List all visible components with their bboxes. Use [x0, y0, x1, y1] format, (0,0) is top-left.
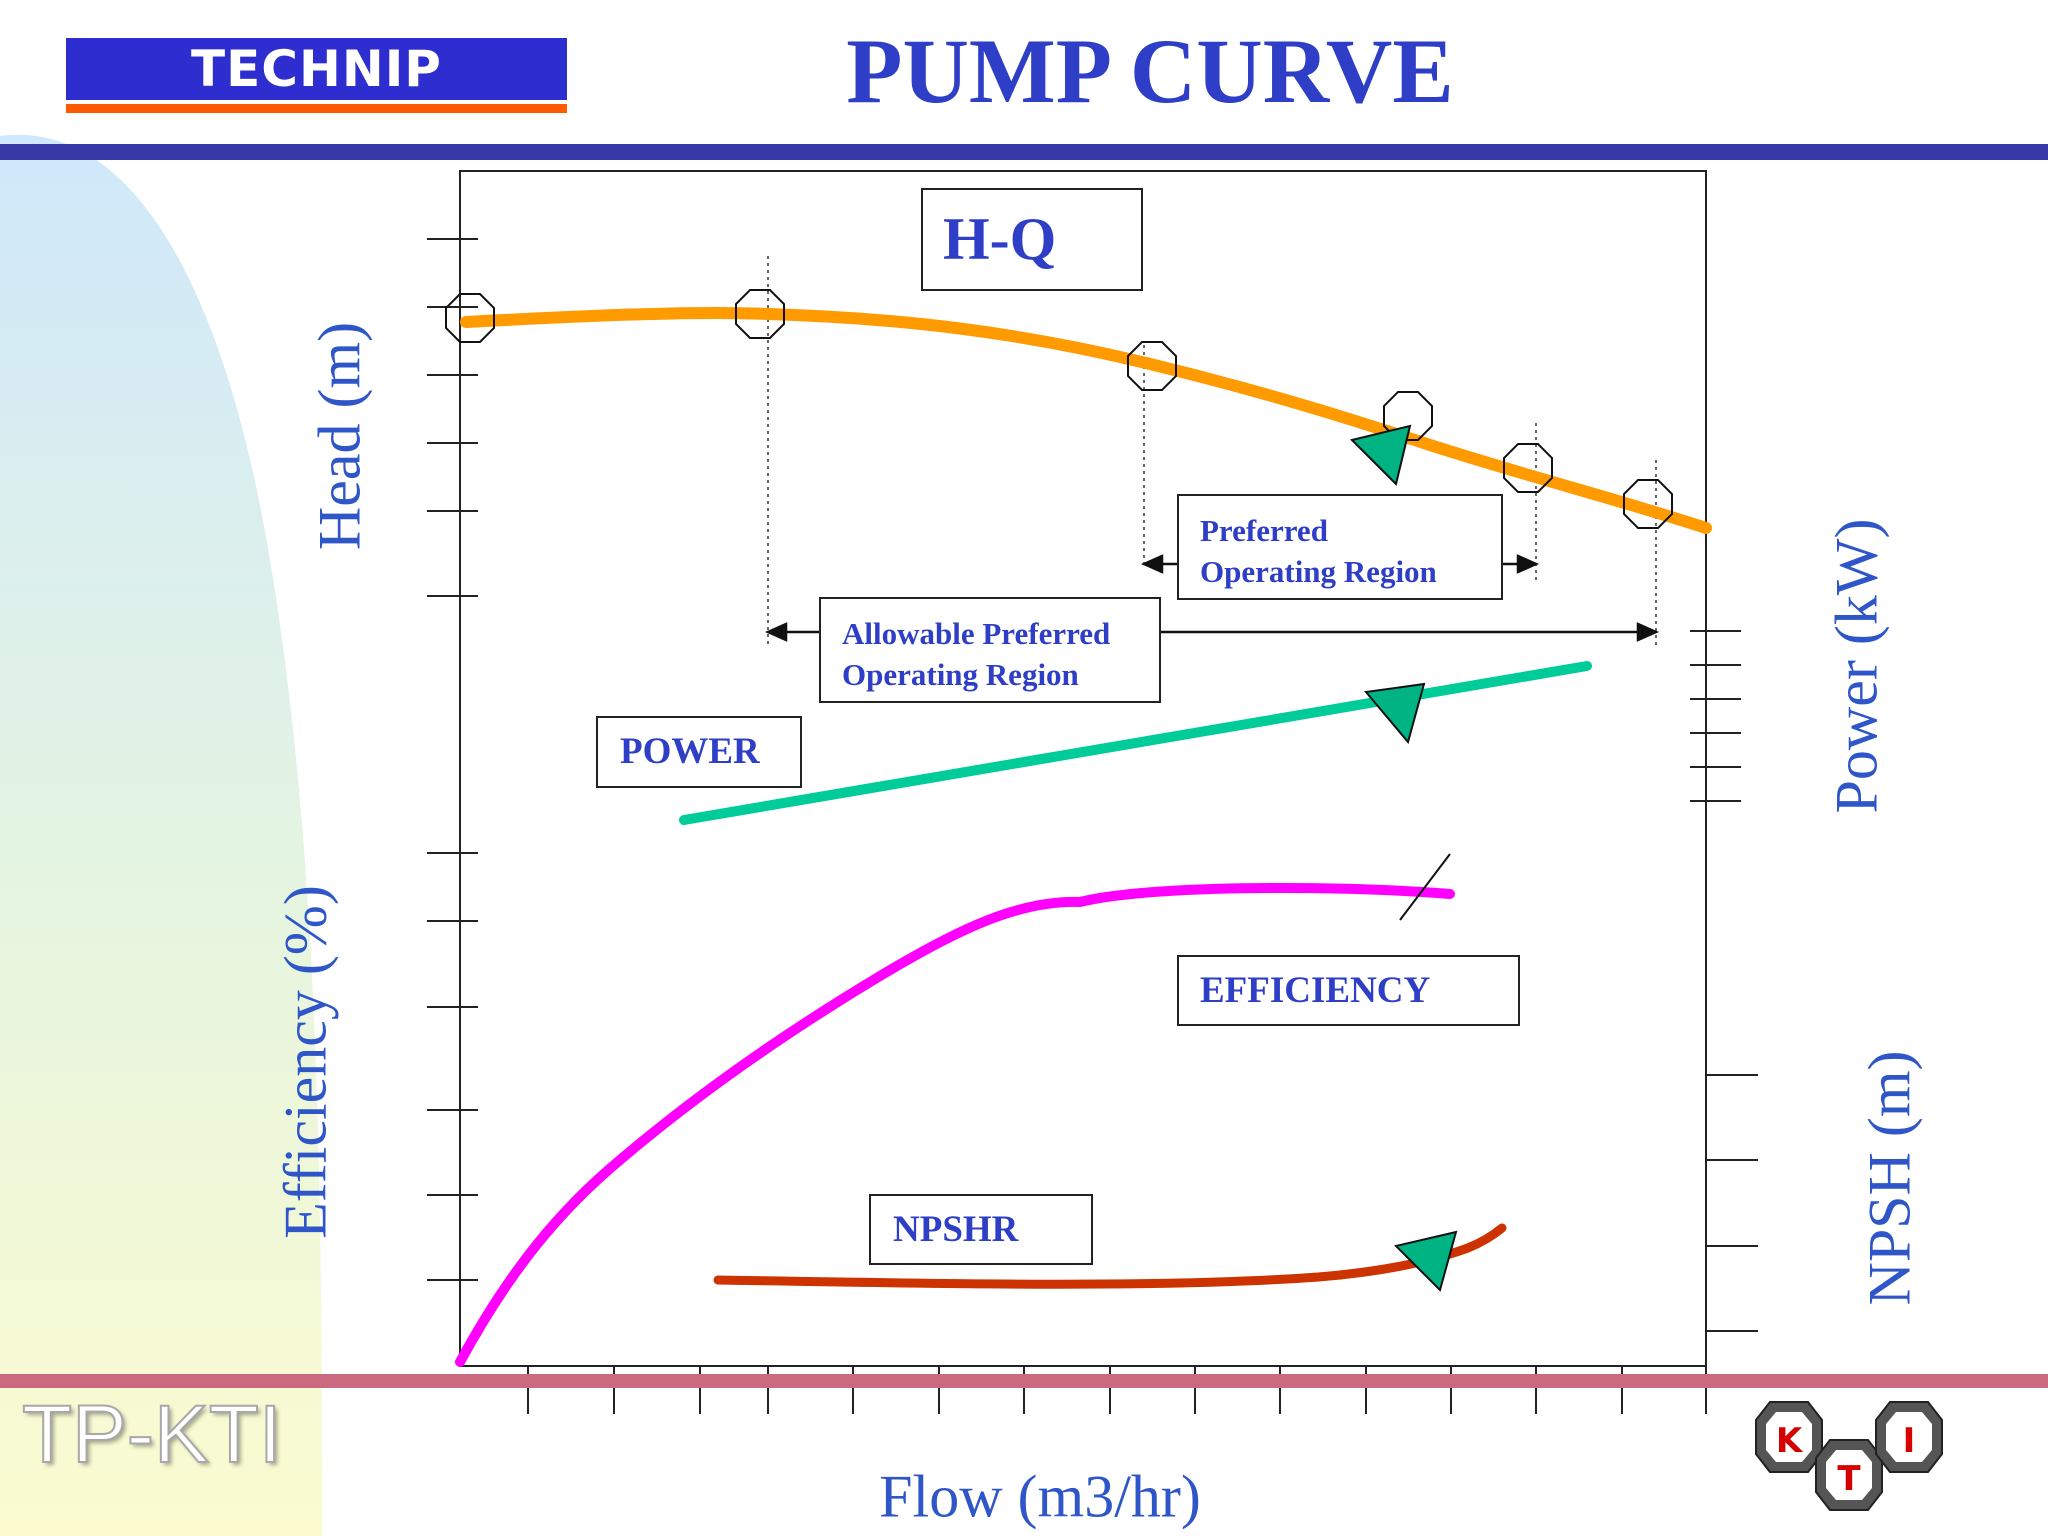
hq-label-box: H-Q — [921, 188, 1143, 291]
hq-curve — [460, 306, 1712, 534]
power-curve — [679, 661, 1592, 825]
npsh-axis-ticks — [1706, 1074, 1758, 1332]
npshr-direction-marker — [1394, 1230, 1458, 1292]
npsh-axis-title: NPSH (m) — [1856, 1050, 1923, 1306]
bottom-rule — [0, 1374, 2048, 1388]
efficiency-end-marker — [1399, 853, 1451, 921]
preferred-region-line1: Preferred — [1200, 513, 1328, 548]
allowable-region-line1: Allowable Preferred — [842, 616, 1111, 651]
hq-direction-marker — [1350, 424, 1412, 486]
power-label-box: POWER — [596, 716, 802, 788]
efficiency-axis-title: Efficiency (%) — [272, 885, 339, 1239]
npshr-label: NPSHR — [893, 1209, 1019, 1250]
head-axis-ticks — [427, 238, 478, 597]
efficiency-label: EFFICIENCY — [1200, 970, 1431, 1011]
head-axis-title: Head (m) — [306, 321, 373, 551]
kti-logo: K T I — [1755, 1401, 1943, 1511]
footer-tp-kti: TP-KTI — [21, 1388, 283, 1481]
allowable-region-arrow — [764, 622, 1660, 642]
logo-text: TECHNIP — [191, 40, 442, 98]
hq-octagon-markers — [445, 289, 1673, 529]
logo-underline — [66, 104, 567, 113]
technip-logo: TECHNIP — [66, 38, 567, 100]
kti-letter-k: K — [1776, 1421, 1804, 1461]
power-axis-title: Power (kW) — [1823, 518, 1890, 814]
region-dotted-lines — [767, 256, 1657, 648]
efficiency-label-box: EFFICIENCY — [1177, 955, 1520, 1026]
kti-letter-t: T — [1837, 1459, 1861, 1499]
npshr-label-box: NPSHR — [869, 1194, 1093, 1265]
flow-axis-title: Flow (m3/hr) — [879, 1463, 1201, 1530]
power-direction-marker — [1364, 682, 1426, 745]
top-rule — [0, 144, 2048, 160]
efficiency-axis-ticks — [427, 852, 478, 1281]
preferred-region-line2: Operating Region — [1200, 554, 1437, 589]
efficiency-curve — [455, 882, 1455, 1367]
preferred-region-arrow — [1140, 554, 1540, 574]
power-axis-ticks — [1690, 630, 1741, 802]
allowable-region-line2: Operating Region — [842, 657, 1079, 692]
power-label: POWER — [620, 731, 760, 772]
preferred-region-box: Preferred Operating Region — [1177, 494, 1503, 600]
page-title: PUMP CURVE — [846, 20, 1454, 122]
allowable-region-box: Allowable Preferred Operating Region — [819, 597, 1161, 703]
hq-label: H-Q — [943, 206, 1057, 272]
kti-letter-i: I — [1903, 1421, 1916, 1461]
